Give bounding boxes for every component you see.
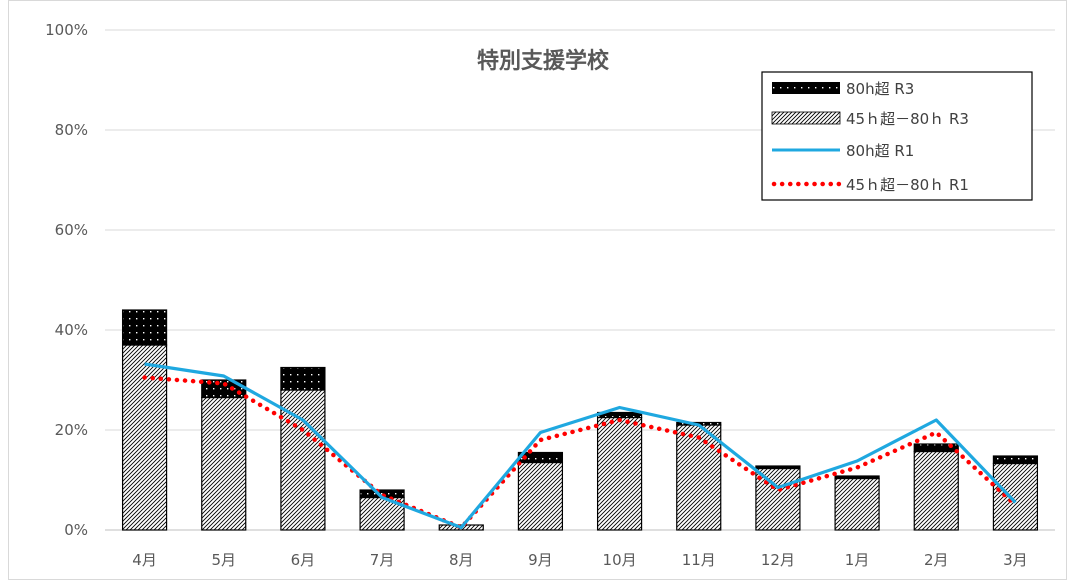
x-tick-label: 5月 [211, 551, 236, 569]
legend-label-45h-r3: 45ｈ超－80ｈ R3 [846, 110, 969, 128]
x-tick-label: 12月 [761, 551, 795, 569]
bar-45h-r3 [913, 450, 959, 531]
bar-80h-r3 [755, 465, 801, 470]
y-tick-label: 60% [55, 221, 88, 239]
bar-80h-r3 [280, 366, 326, 391]
bar-80h-r3 [834, 475, 880, 480]
legend-swatch-80h-r3 [772, 82, 840, 94]
x-tick-label: 7月 [370, 551, 395, 569]
y-tick-label: 100% [45, 21, 88, 39]
bar-45h-r3 [834, 477, 880, 531]
bar-80h-r3 [913, 443, 959, 453]
x-tick-label: 11月 [682, 551, 716, 569]
bar-45h-r3 [517, 461, 564, 531]
legend: 80h超 R3 45ｈ超－80ｈ R3 80h超 R1 45ｈ超－80ｈ R1 [761, 71, 1033, 201]
y-tick-label: 80% [55, 121, 88, 139]
x-tick-label: 2月 [924, 551, 949, 569]
bar-45h-r3 [201, 396, 247, 531]
bar-45h-r3 [596, 416, 643, 531]
x-tick-label: 1月 [845, 551, 870, 569]
bar-45h-r3 [755, 467, 801, 531]
y-tick-label: 20% [55, 421, 88, 439]
legend-label-80h-r3: 80h超 R3 [846, 80, 914, 98]
legend-label-80h-r1: 80h超 R1 [846, 142, 914, 160]
y-tick-label: 0% [64, 521, 88, 539]
bar-45h-r3 [992, 462, 1039, 531]
bar-45h-r3 [676, 424, 722, 531]
bar-80h-r3 [992, 455, 1039, 465]
chart-title: 特別支援学校 [477, 48, 610, 74]
x-tick-label: 4月 [132, 551, 157, 569]
bar-80h-r3 [121, 309, 168, 346]
legend-swatch-45h-r3 [771, 111, 841, 125]
x-tick-label: 3月 [1003, 551, 1028, 569]
legend-label-45h-r1: 45ｈ超－80ｈ R1 [846, 176, 969, 194]
x-tick-label: 8月 [449, 551, 474, 569]
y-tick-label: 40% [55, 321, 88, 339]
x-tick-label: 10月 [603, 551, 637, 569]
line-80h-r1 [144, 362, 1017, 530]
x-tick-label: 9月 [528, 551, 553, 569]
line-45h-r1 [142, 375, 1018, 531]
x-tick-label: 6月 [291, 551, 316, 569]
bar-45h-r3 [121, 344, 168, 531]
